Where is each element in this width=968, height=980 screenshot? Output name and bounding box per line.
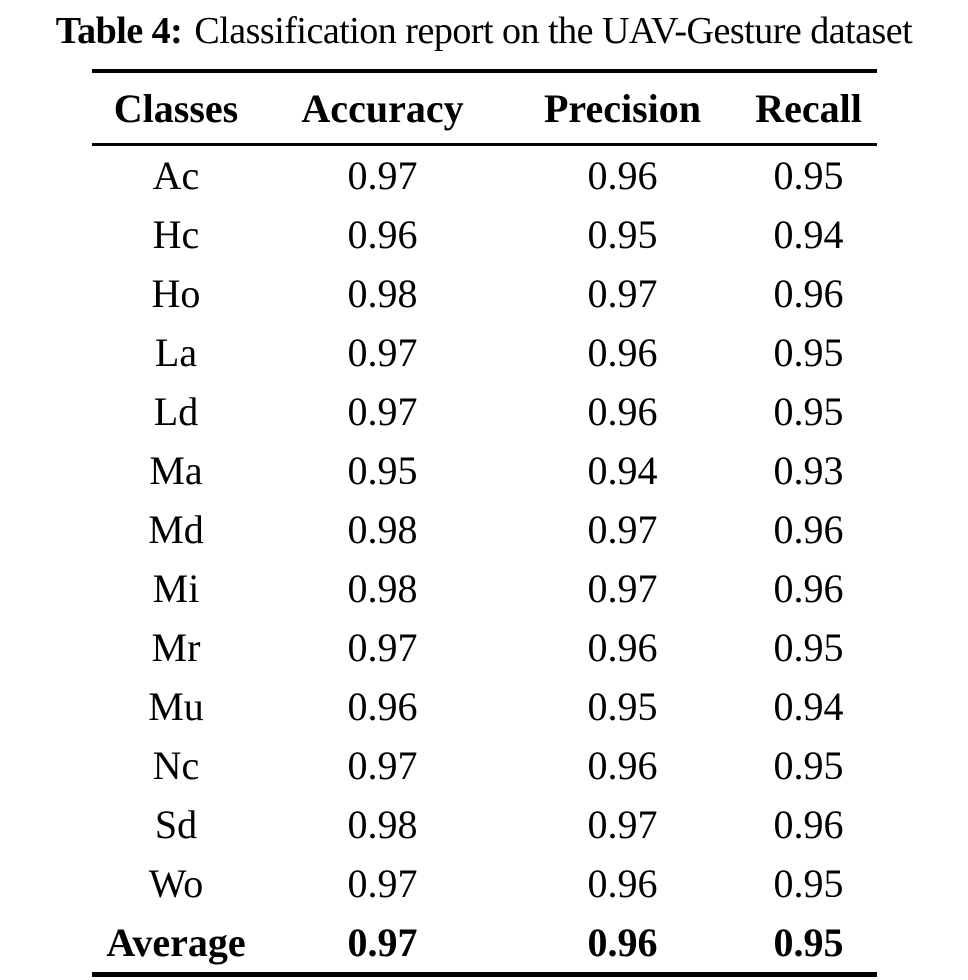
recall-cell: 0.95: [773, 743, 844, 788]
recall-cell: 0.96: [773, 507, 844, 552]
recall-cell: 0.93: [773, 448, 844, 493]
table-row: Mu 0.96 0.95 0.94: [92, 677, 877, 736]
recall-cell: 0.96: [773, 566, 844, 611]
recall-cell: 0.95: [773, 330, 844, 375]
precision-cell: 0.97: [587, 271, 658, 316]
precision-cell: 0.94: [587, 448, 658, 493]
class-cell: Wo: [148, 861, 204, 906]
accuracy-cell: 0.98: [347, 271, 418, 316]
accuracy-cell: 0.97: [347, 743, 418, 788]
class-cell: Mi: [152, 566, 200, 611]
recall-cell: 0.95: [773, 153, 844, 198]
table-row: Ma 0.95 0.94 0.93: [92, 441, 877, 500]
class-cell: Mu: [148, 684, 204, 729]
table-caption-text: Classification report on the UAV-Gesture…: [194, 10, 913, 52]
precision-cell: 0.97: [587, 802, 658, 847]
table-caption: Table 4: Classification report on the UAV…: [0, 0, 968, 56]
table-header: Classes Accuracy Precision Recall: [92, 71, 877, 146]
table-row: Hc 0.96 0.95 0.94: [92, 205, 877, 264]
class-cell: La: [154, 330, 198, 375]
class-cell: Ld: [153, 389, 199, 434]
precision-cell: 0.97: [587, 566, 658, 611]
precision-cell: 0.96: [587, 330, 658, 375]
recall-cell: 0.94: [773, 684, 844, 729]
recall-cell: 0.96: [773, 802, 844, 847]
recall-cell: 0.95: [773, 625, 844, 670]
accuracy-cell: 0.95: [347, 448, 418, 493]
table-row: Wo 0.97 0.96 0.95: [92, 854, 877, 913]
precision-cell: 0.97: [587, 507, 658, 552]
table-row: Mr 0.97 0.96 0.95: [92, 618, 877, 677]
table-body: Ac 0.97 0.96 0.95 Hc 0.96 0.95 0.94 Ho 0.98 0.97 0.…: [92, 145, 877, 975]
table-row: Ac 0.97 0.96 0.95: [92, 145, 877, 206]
recall-cell: 0.95: [773, 389, 844, 434]
table-row: Mi 0.98 0.97 0.96: [92, 559, 877, 618]
table-row: La 0.97 0.96 0.95: [92, 323, 877, 382]
recall-cell: 0.95: [773, 920, 844, 965]
accuracy-cell: 0.97: [347, 153, 418, 198]
class-cell: Hc: [152, 212, 200, 257]
class-cell: Sd: [154, 802, 198, 847]
column-header-classes: Classes: [92, 71, 260, 146]
table-average-row: Average 0.97 0.96 0.95: [92, 913, 877, 975]
class-cell: Ma: [149, 448, 203, 493]
precision-cell: 0.95: [587, 212, 658, 257]
accuracy-cell: 0.97: [347, 389, 418, 434]
table-row: Md 0.98 0.97 0.96: [92, 500, 877, 559]
precision-cell: 0.96: [587, 861, 658, 906]
precision-cell: 0.96: [587, 625, 658, 670]
table-header-row: Classes Accuracy Precision Recall: [92, 71, 877, 146]
table-row: Ho 0.98 0.97 0.96: [92, 264, 877, 323]
column-header-recall: Recall: [740, 71, 877, 146]
column-header-precision: Precision: [505, 71, 740, 146]
accuracy-cell: 0.98: [347, 802, 418, 847]
accuracy-cell: 0.97: [347, 920, 418, 965]
accuracy-cell: 0.98: [347, 507, 418, 552]
class-cell: Mr: [151, 625, 201, 670]
precision-cell: 0.96: [587, 743, 658, 788]
table-row: Sd 0.98 0.97 0.96: [92, 795, 877, 854]
precision-cell: 0.95: [587, 684, 658, 729]
classification-report-table: Classes Accuracy Precision Recall Ac 0.97…: [92, 69, 877, 977]
accuracy-cell: 0.97: [347, 625, 418, 670]
recall-cell: 0.94: [773, 212, 844, 257]
column-header-accuracy: Accuracy: [260, 71, 505, 146]
class-cell: Ac: [152, 153, 200, 198]
class-cell: Nc: [152, 743, 200, 788]
table-caption-label: Table 4:: [55, 10, 183, 52]
table-row: Nc 0.97 0.96 0.95: [92, 736, 877, 795]
accuracy-cell: 0.96: [347, 212, 418, 257]
precision-cell: 0.96: [587, 389, 658, 434]
accuracy-cell: 0.97: [347, 861, 418, 906]
class-cell: Average: [106, 920, 246, 965]
precision-cell: 0.96: [587, 153, 658, 198]
class-cell: Ho: [151, 271, 201, 316]
precision-cell: 0.96: [587, 920, 658, 965]
recall-cell: 0.96: [773, 271, 844, 316]
accuracy-cell: 0.98: [347, 566, 418, 611]
table-row: Ld 0.97 0.96 0.95: [92, 382, 877, 441]
recall-cell: 0.95: [773, 861, 844, 906]
class-cell: Md: [148, 507, 204, 552]
accuracy-cell: 0.97: [347, 330, 418, 375]
accuracy-cell: 0.96: [347, 684, 418, 729]
